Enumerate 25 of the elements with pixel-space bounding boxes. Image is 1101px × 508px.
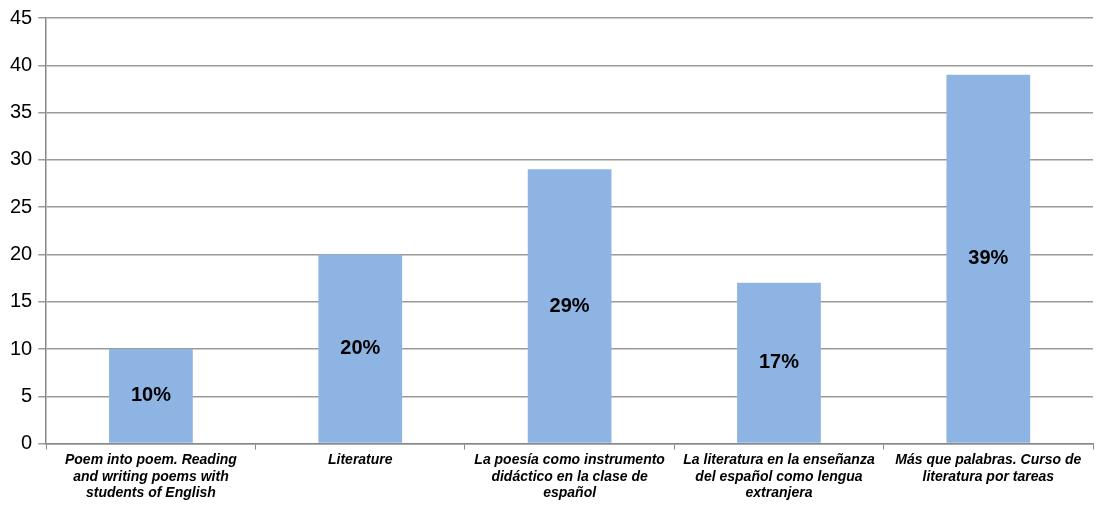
data-label: 20% bbox=[340, 336, 381, 359]
data-label: 39% bbox=[968, 246, 1009, 269]
bar bbox=[737, 282, 821, 443]
x-tick-label: La literatura en la enseñanza del español como lengua extranjera bbox=[683, 450, 875, 501]
data-label: 10% bbox=[130, 383, 172, 406]
x-tick-label: Más que palabras. Curso de literatura por tareas bbox=[895, 450, 1082, 484]
bar bbox=[946, 74, 1031, 443]
x-tick-label: Poem into poem. Reading and writing poems with students of English bbox=[64, 450, 238, 501]
y-tick-label: 20 bbox=[10, 241, 33, 264]
y-tick-label: 25 bbox=[10, 194, 33, 217]
data-label: 29% bbox=[549, 293, 590, 316]
y-tick-label: 5 bbox=[21, 383, 33, 406]
bar bbox=[109, 349, 193, 443]
x-tick-label: Literature bbox=[327, 450, 393, 467]
bar bbox=[318, 254, 403, 443]
y-tick-label: 30 bbox=[10, 147, 33, 170]
y-tick-label: 15 bbox=[10, 289, 33, 312]
y-tick-label: 35 bbox=[10, 100, 33, 123]
y-tick-label: 0 bbox=[21, 431, 33, 454]
y-tick-label: 40 bbox=[10, 52, 33, 75]
y-tick-label: 10 bbox=[10, 336, 33, 359]
y-tick-label: 45 bbox=[10, 5, 33, 28]
x-tick-label: La poesía como instrumento didáctico en la clase de español bbox=[474, 450, 666, 501]
data-label: 17% bbox=[758, 350, 800, 373]
bar bbox=[527, 169, 612, 443]
